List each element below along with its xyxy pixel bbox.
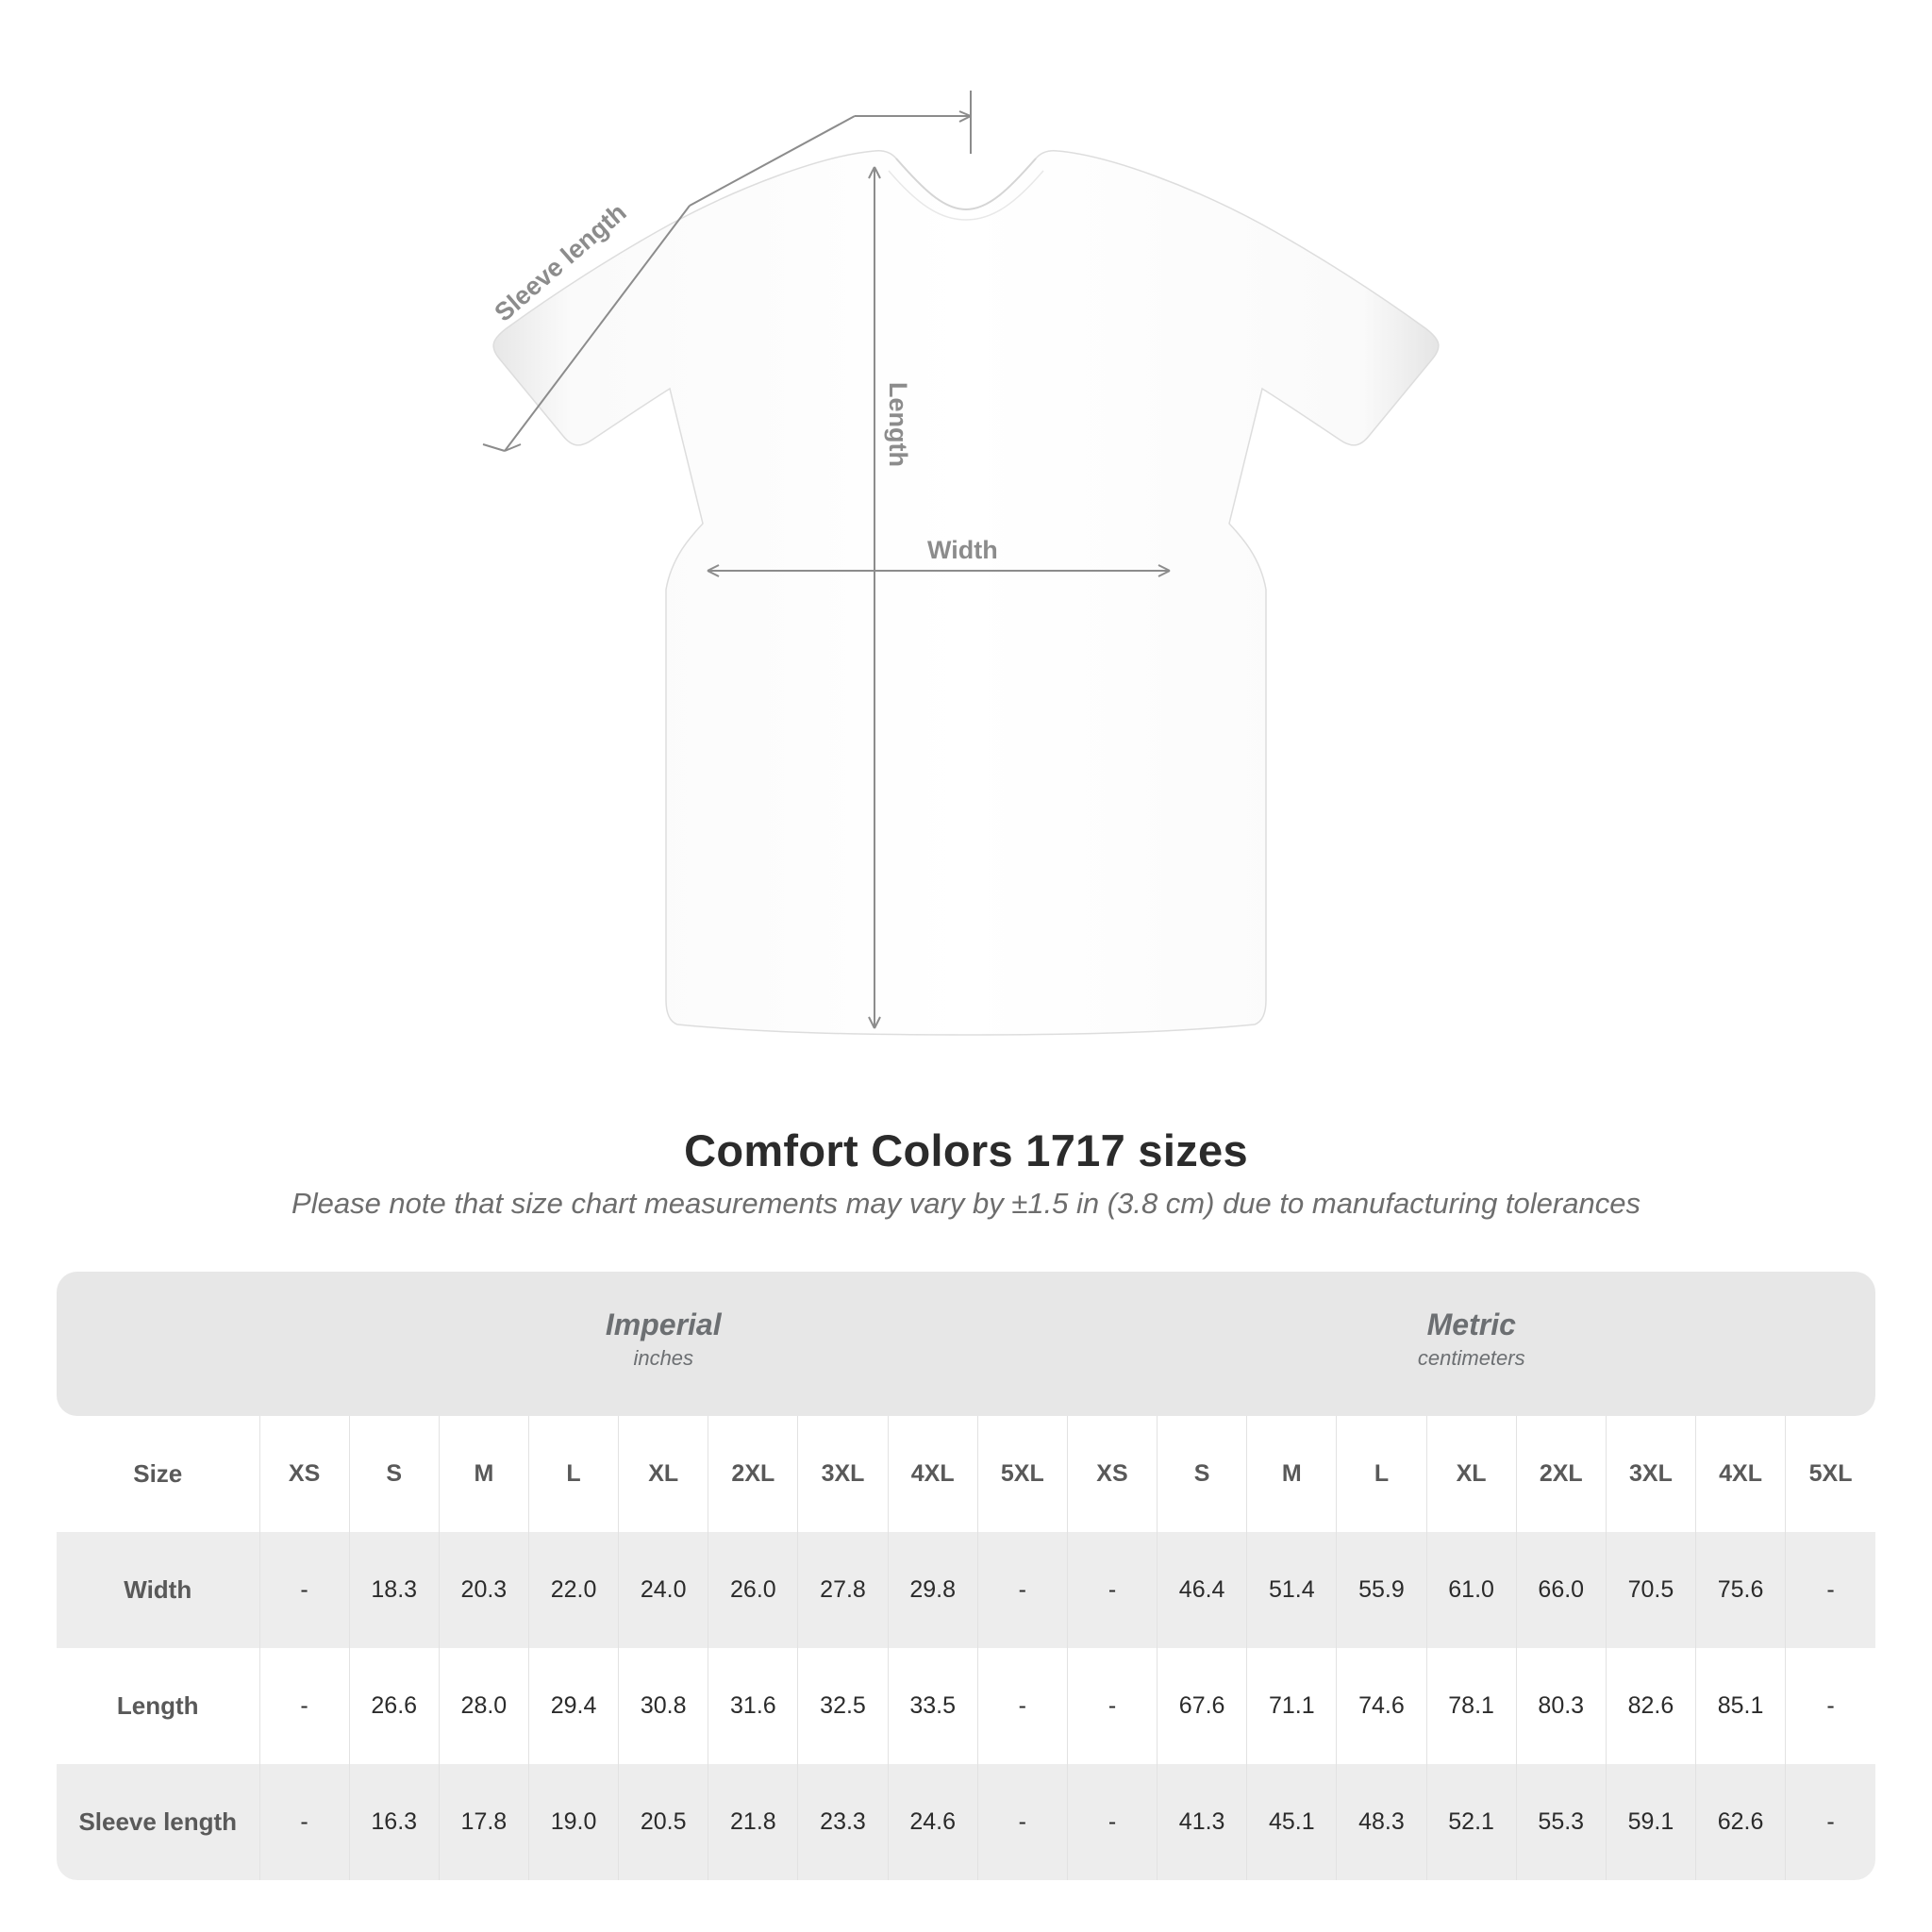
svg-text:Length: Length [884, 382, 912, 467]
svg-text:Width: Width [927, 536, 998, 564]
